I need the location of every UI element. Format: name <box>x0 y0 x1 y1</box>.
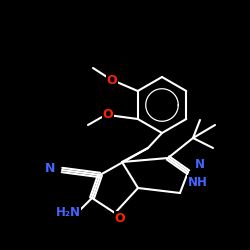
Text: O: O <box>107 74 117 86</box>
Text: H₂N: H₂N <box>56 206 80 218</box>
Text: O: O <box>115 212 125 224</box>
Text: NH: NH <box>188 176 208 188</box>
Text: O: O <box>103 108 113 122</box>
Text: N: N <box>195 158 205 172</box>
Text: N: N <box>45 162 55 175</box>
